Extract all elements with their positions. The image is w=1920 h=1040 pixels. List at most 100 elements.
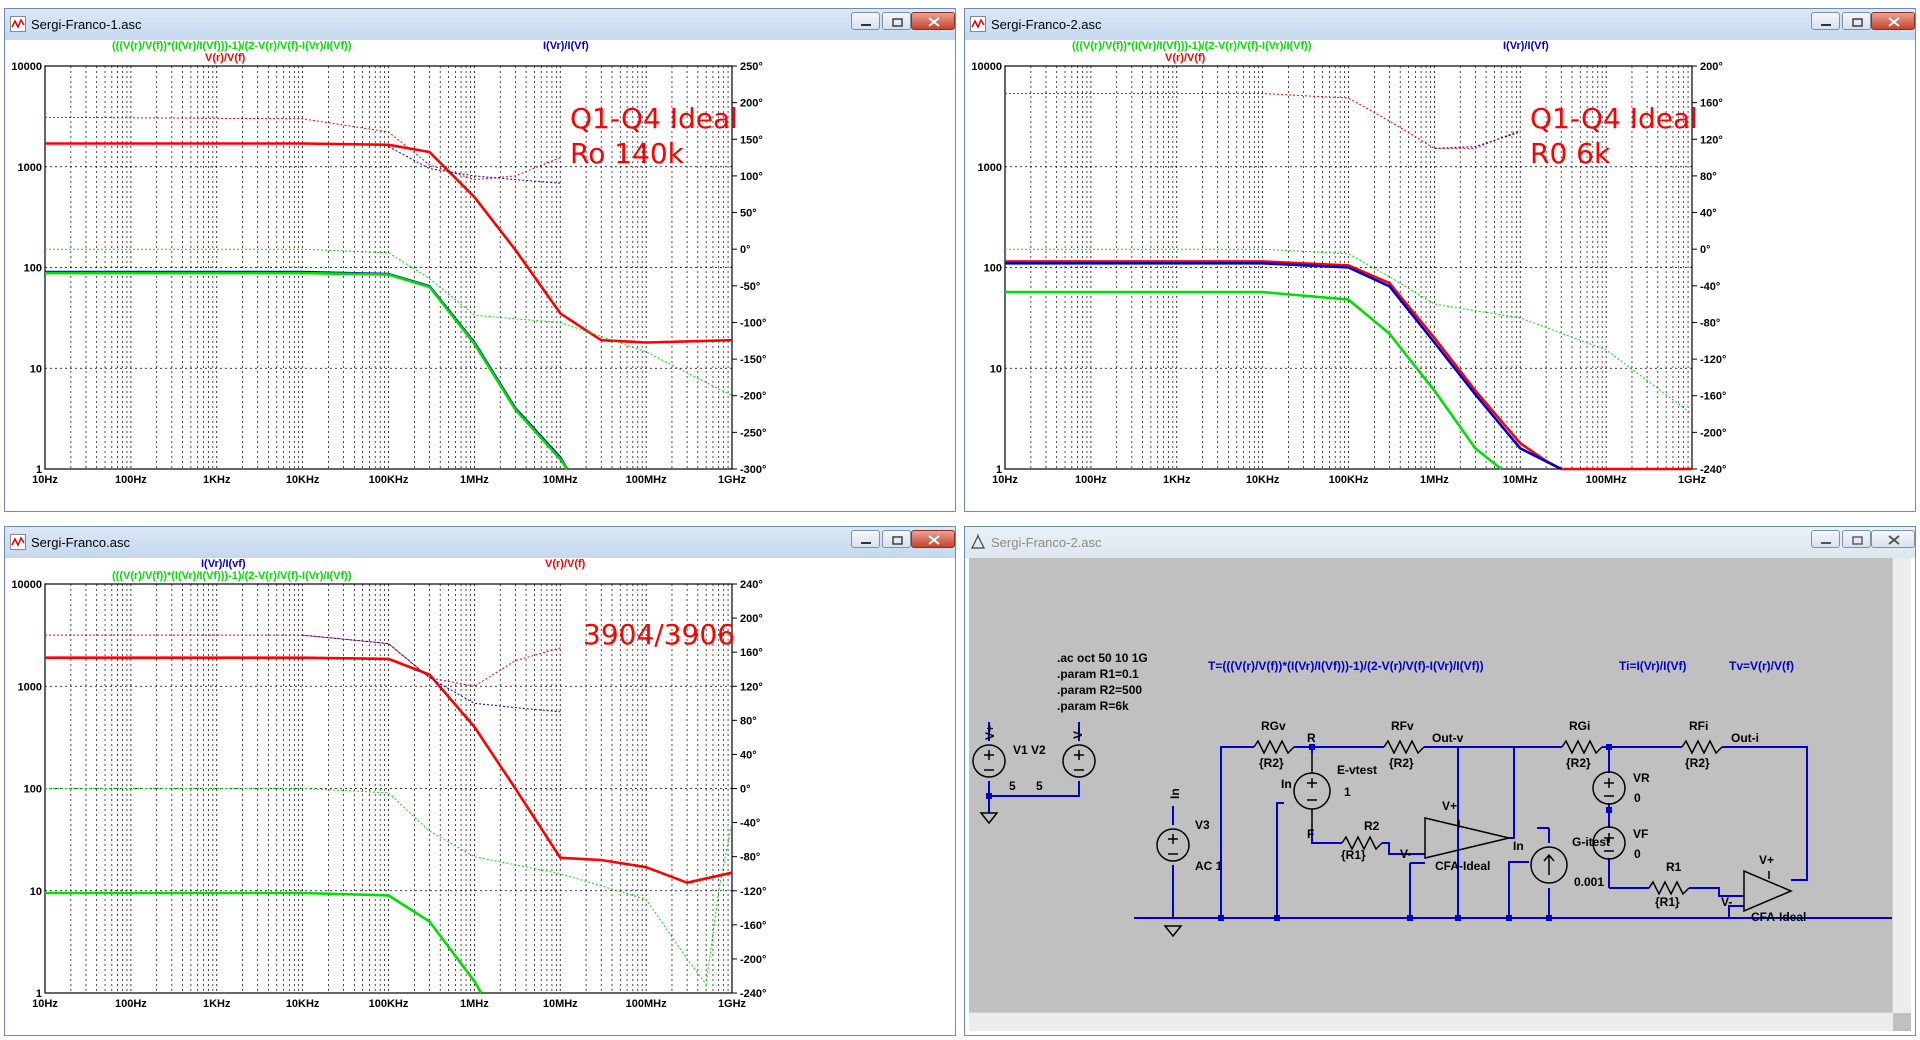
trace-label-ir-if: I(Vr)/I(Vf) — [543, 40, 589, 52]
label-rgi: RGi — [1569, 719, 1590, 733]
label-r2: R2 — [1364, 819, 1380, 833]
x-tick-label: 100MHz — [626, 998, 667, 1010]
phase-tick-label: 0° — [1700, 244, 1711, 256]
label-ac1: AC 1 — [1195, 859, 1223, 873]
resistor-rgi — [1561, 739, 1603, 755]
x-tick-label: 1GHz — [718, 998, 747, 1010]
plot-area-3[interactable]: I(Vr)/I(vf) (((V(r)/V(f))*(I(Vr)/I(Vf)))-… — [5, 558, 955, 1035]
label-rfi: RFi — [1689, 719, 1708, 733]
label-r-node: R — [1307, 731, 1316, 745]
schematic-window-title: Sergi-Franco-2.asc — [991, 535, 1102, 550]
phase-tick-label: 160° — [740, 647, 763, 659]
x-tick-label: 100KHz — [1329, 474, 1369, 486]
close-button[interactable] — [1871, 530, 1915, 548]
plot-area-2[interactable]: (((V(r)/V(f))*(I(Vr)/I(Vf)))-1)/(2-V(r)/… — [965, 40, 1915, 511]
plot-area-1[interactable]: (((V(r)/V(f))*(I(Vr)/I(Vf)))-1)/(2-V(r)/… — [5, 40, 955, 511]
cfa-ideal-1 — [1424, 817, 1510, 859]
x-tick-label: 10MHz — [543, 998, 578, 1010]
maximize-button[interactable] — [1842, 12, 1871, 30]
trace-v-r-v-f-phase — [45, 634, 561, 687]
trace-i-vr-i-vf-phase — [1434, 131, 1521, 149]
label-g-gain: 0.001 — [1574, 875, 1604, 889]
y-tick-label: 10 — [30, 363, 42, 375]
y-tick-label: 10000 — [971, 61, 1002, 73]
plot-window-1[interactable]: Sergi-Franco-1.asc (((V(r)/V(f))*(I(Vr)/… — [4, 8, 956, 512]
close-button[interactable] — [1871, 12, 1915, 30]
close-icon — [928, 535, 940, 545]
y-tick-label: 100 — [24, 263, 42, 275]
phase-tick-label: -200° — [740, 391, 766, 403]
directive-param-r2: .param R2=500 — [1057, 683, 1142, 697]
minimize-button[interactable] — [1811, 530, 1840, 548]
minimize-icon — [861, 542, 871, 544]
maximize-button[interactable] — [1842, 530, 1871, 548]
schematic-window-titlebar[interactable]: Sergi-Franco-2.asc — [965, 527, 1915, 558]
x-tick-label: 1MHz — [460, 998, 489, 1010]
x-tick-label: 100Hz — [1075, 474, 1107, 486]
schematic-labels: V1 V2 V+ V- 5 5 In V3 AC 1 RGv {R2} R RF… — [983, 719, 1806, 924]
phase-tick-label: -200° — [1700, 427, 1726, 439]
horizontal-scrollbar[interactable] — [969, 1012, 1893, 1031]
y-tick-label: 1000 — [18, 681, 42, 693]
minimize-button[interactable] — [1811, 12, 1840, 30]
directive-ac: .ac oct 50 10 1G — [1057, 651, 1148, 665]
plot-window-2-title: Sergi-Franco-2.asc — [991, 17, 1102, 32]
restore-icon — [1852, 18, 1863, 27]
x-tick-label: 100KHz — [369, 998, 409, 1010]
phase-tick-label: -160° — [1700, 391, 1726, 403]
phase-tick-label: 240° — [740, 579, 763, 591]
y-tick-label: 10000 — [11, 579, 42, 591]
schematic-drawing[interactable]: .ac oct 50 10 1G .param R1=0.1 .param R2… — [969, 558, 1911, 1031]
label-vr-val: 0 — [1634, 791, 1641, 805]
x-tick-label: 10Hz — [32, 474, 58, 486]
minimize-button[interactable] — [851, 12, 880, 30]
maximize-button[interactable] — [882, 12, 911, 30]
directives: .ac oct 50 10 1G .param R1=0.1 .param R2… — [1057, 651, 1148, 713]
bode-plot-2[interactable]: (((V(r)/V(f))*(I(Vr)/I(Vf)))-1)/(2-V(r)/… — [965, 40, 1915, 511]
x-tick-label: 100Hz — [115, 998, 147, 1010]
trace-label-t: (((V(r)/V(f))*(I(Vr)/I(Vf)))-1)/(2-V(r)/… — [112, 570, 352, 582]
v1-source — [972, 744, 1006, 778]
close-icon — [928, 17, 940, 27]
minimize-button[interactable] — [851, 530, 880, 548]
plot-window-1-titlebar[interactable]: Sergi-Franco-1.asc — [5, 9, 955, 40]
phase-tick-label: -40° — [740, 818, 760, 830]
close-icon — [1888, 535, 1900, 545]
vertical-scrollbar[interactable] — [1892, 558, 1911, 1013]
close-button[interactable] — [911, 12, 955, 30]
maximize-button[interactable] — [882, 530, 911, 548]
trace-label-vr-vf: V(r)/V(f) — [545, 558, 586, 570]
label-rfv-val: {R2} — [1389, 756, 1414, 770]
opamps — [1424, 817, 1793, 913]
phase-tick-label: 40° — [740, 749, 757, 761]
junctions — [986, 744, 1612, 921]
trace-label-t: (((V(r)/V(f))*(I(Vr)/I(Vf)))-1)/(2-V(r)/… — [1072, 40, 1312, 52]
trace-t-phase — [1005, 248, 1693, 415]
phase-tick-label: 80° — [740, 715, 757, 727]
phase-tick-label: -80° — [740, 852, 760, 864]
phase-tick-label: -80° — [1700, 317, 1720, 329]
schematic-window[interactable]: Sergi-Franco-2.asc .ac oct 50 10 1G .par… — [964, 526, 1916, 1036]
plot-window-2[interactable]: Sergi-Franco-2.asc (((V(r)/V(f))*(I(Vr)/… — [964, 8, 1916, 512]
trace-label-vr-vf: V(r)/V(f) — [205, 52, 246, 64]
schematic-canvas[interactable]: .ac oct 50 10 1G .param R1=0.1 .param R2… — [969, 558, 1911, 1031]
phase-tick-label: -200° — [740, 954, 766, 966]
trace-t-phase — [45, 788, 733, 985]
trace--v-r-v-f-i-vr-i-vf-1-2-v-r-v-f-i-vr-i-vf- — [45, 891, 483, 994]
bode-plot-3[interactable]: I(Vr)/I(vf)(((V(r)/V(f))*(I(Vr)/I(Vf)))-… — [5, 558, 955, 1035]
plot-window-3-title: Sergi-Franco.asc — [31, 535, 130, 550]
label-rfv: RFv — [1391, 719, 1414, 733]
waveform-app-icon — [970, 16, 986, 32]
label-out-v: Out-v — [1432, 731, 1464, 745]
v2-source — [1062, 744, 1096, 778]
directive-param-r: .param R=6k — [1057, 699, 1129, 713]
close-button[interactable] — [911, 530, 955, 548]
bode-plot-1[interactable]: (((V(r)/V(f))*(I(Vr)/I(Vf)))-1)/(2-V(r)/… — [5, 40, 955, 511]
cfa-ideal-2 — [1743, 869, 1793, 913]
plot-window-3[interactable]: Sergi-Franco.asc I(Vr)/I(vf) (((V(r)/V(f)… — [4, 526, 956, 1036]
trace-i-vr-i-vf-phase — [388, 146, 561, 184]
plot-window-3-titlebar[interactable]: Sergi-Franco.asc — [5, 527, 955, 558]
x-tick-label: 100KHz — [369, 474, 409, 486]
x-tick-label: 100MHz — [1586, 474, 1627, 486]
plot-window-2-titlebar[interactable]: Sergi-Franco-2.asc — [965, 9, 1915, 40]
